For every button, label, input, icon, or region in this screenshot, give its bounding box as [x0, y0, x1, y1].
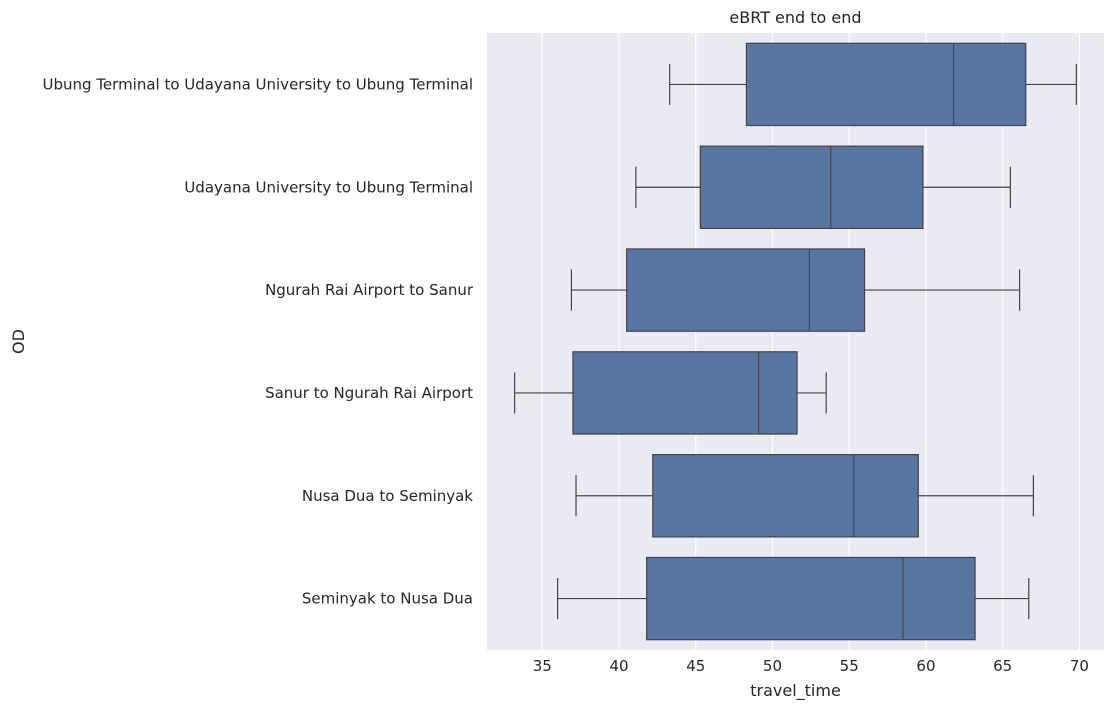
chart-title: eBRT end to end	[729, 8, 861, 27]
x-tick-label: 70	[1070, 657, 1089, 675]
box-3	[570, 248, 1021, 332]
box-2	[635, 145, 1011, 229]
y-tick-label: Ubung Terminal to Udayana University to …	[43, 75, 473, 93]
box-body	[699, 145, 924, 229]
box-body	[745, 42, 1027, 127]
x-tick-label: 50	[763, 657, 782, 675]
x-tick-label: 65	[993, 657, 1012, 675]
y-tick-label: Seminyak to Nusa Dua	[302, 590, 473, 608]
x-tick-label: 35	[533, 657, 552, 675]
x-tick-label: 55	[840, 657, 859, 675]
x-axis-label: travel_time	[750, 681, 841, 701]
x-tick-label: 45	[686, 657, 705, 675]
y-tick-label: Nusa Dua to Seminyak	[302, 487, 473, 505]
box-body	[646, 556, 976, 641]
grid-lines	[541, 33, 1081, 650]
box-4	[514, 351, 827, 435]
boxes	[514, 42, 1077, 641]
box-body	[652, 454, 919, 538]
x-tick-labels: 35 40 45 50 55 60 65 70	[533, 657, 1089, 675]
y-tick-label: Udayana University to Ubung Terminal	[184, 178, 473, 196]
box-6	[557, 556, 1030, 641]
plot-background	[487, 33, 1104, 650]
y-tick-label: Ngurah Rai Airport to Sanur	[265, 281, 474, 299]
box-5	[575, 454, 1034, 538]
box-body	[572, 351, 798, 435]
box-body	[626, 248, 866, 332]
box-1	[669, 42, 1077, 127]
y-tick-labels: Ubung Terminal to Udayana University to …	[43, 75, 474, 607]
y-tick-label: Sanur to Ngurah Rai Airport	[265, 384, 473, 402]
x-tick-label: 40	[609, 657, 628, 675]
x-tick-label: 60	[916, 657, 935, 675]
y-axis-label: OD	[9, 329, 28, 354]
